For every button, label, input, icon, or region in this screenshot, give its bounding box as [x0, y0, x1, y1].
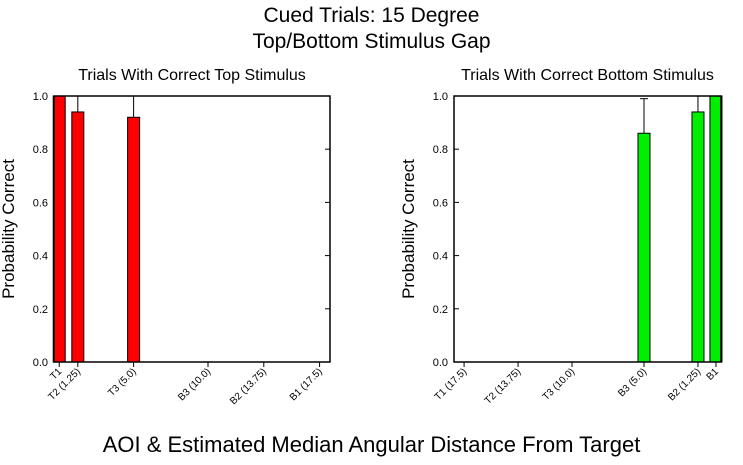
bar-t3	[127, 116, 141, 363]
bar-t2	[71, 111, 85, 363]
x-tick-label: B1	[705, 366, 722, 383]
panel-title: Trials With Correct Top Stimulus	[78, 67, 306, 84]
bar-b1	[709, 95, 723, 363]
y-axis-label: Probability Correct	[399, 159, 418, 299]
x-tick-label: T2 (13.75)	[483, 366, 523, 406]
chart-title-line-2: Top/Bottom Stimulus Gap	[252, 30, 491, 53]
y-tick-label: 0.2	[433, 304, 448, 316]
chart-panel-1: Trials With Correct Top Stimulus Probabil…	[0, 67, 331, 407]
plot-frame	[53, 95, 331, 363]
x-tick-label: B2 (13.75)	[228, 366, 269, 407]
x-tick-label: B1 (17.5)	[288, 366, 325, 403]
y-tick-label: 0.6	[33, 197, 48, 209]
y-tick-label: 0.8	[33, 144, 48, 156]
y-tick-label: 0.8	[433, 144, 448, 156]
chart-title-line-1: Cued Trials: 15 Degree	[263, 4, 480, 27]
x-tick-label: B3 (10.0)	[176, 366, 213, 403]
y-tick-label: 1.0	[33, 91, 48, 103]
bar-b3	[637, 132, 651, 363]
y-axis-label: Probability Correct	[0, 159, 18, 299]
plot-frame	[453, 95, 722, 363]
y-tick-label: 0.2	[33, 304, 48, 316]
bar-t1	[52, 95, 66, 363]
shared-x-axis-label: AOI & Estimated Median Angular Distance …	[102, 432, 641, 457]
bar-b2	[691, 111, 705, 363]
x-tick-label: T3 (5.0)	[106, 366, 139, 399]
x-tick-label: B2 (1.25)	[666, 366, 703, 403]
y-tick-label: 0.0	[433, 357, 448, 369]
x-tick-label: T1 (17.5)	[433, 366, 469, 402]
y-tick-label: 0.4	[433, 251, 448, 263]
y-tick-label: 0.0	[33, 357, 48, 369]
y-tick-label: 0.4	[33, 251, 48, 263]
x-tick-label: T3 (10.0)	[541, 366, 577, 402]
y-tick-label: 0.6	[433, 197, 448, 209]
y-tick-label: 1.0	[433, 91, 448, 103]
panel-title: Trials With Correct Bottom Stimulus	[461, 67, 714, 84]
x-tick-label: B3 (5.0)	[616, 366, 649, 399]
chart-panel-2: Trials With Correct Bottom Stimulus Proba…	[399, 67, 723, 407]
